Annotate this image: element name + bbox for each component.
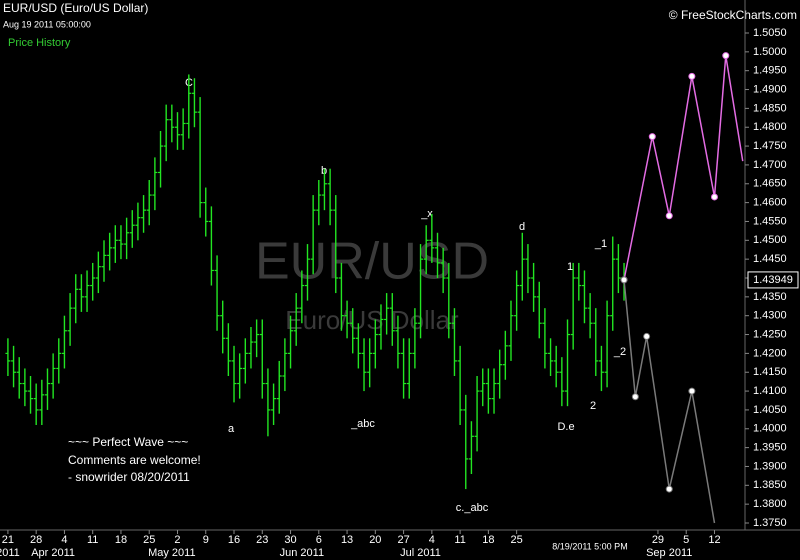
projection-point	[648, 133, 656, 141]
projection-point	[631, 393, 639, 401]
watermark: EUR/USD	[255, 233, 489, 291]
x-tick-label: 11	[454, 534, 465, 546]
y-tick-label: 1.4350	[753, 291, 787, 303]
month-label: Jul 2011	[400, 547, 441, 559]
y-tick-label: 1.3900	[753, 460, 787, 472]
projection-point	[688, 387, 696, 395]
y-tick-label: 1.4550	[753, 215, 787, 227]
projection-line	[623, 279, 716, 524]
y-tick-label: 1.3850	[753, 479, 787, 491]
y-tick-label: 1.4500	[753, 234, 787, 246]
projection-point	[643, 332, 651, 340]
month-label: Apr 2011	[31, 547, 75, 559]
annotation: _2	[613, 346, 626, 358]
x-tick-label: 2	[174, 534, 180, 546]
annotation: 2	[590, 400, 596, 412]
x-tick-label: 28	[30, 534, 42, 546]
x-tick-label: 25	[511, 534, 523, 546]
x-tick-label: 29	[652, 534, 664, 546]
month-label: Sep 2011	[646, 547, 692, 559]
last-price-box	[747, 271, 799, 289]
y-tick-label: 1.4650	[753, 178, 787, 190]
y-tick-label: 1.4700	[753, 159, 787, 171]
cursor-label: 8/19/2011 5:00 PM	[552, 541, 627, 551]
y-tick-label: 1.4800	[753, 121, 787, 133]
y-tick-label: 1.3800	[753, 498, 787, 510]
timestamp: Aug 19 2011 05:00:00	[3, 19, 91, 29]
x-tick-label: 5	[683, 534, 689, 546]
y-tick-label: 1.4000	[753, 423, 787, 435]
y-tick-label: 1.5000	[753, 46, 787, 58]
y-tick-label: 1.4050	[753, 404, 787, 416]
projection-point	[665, 485, 673, 493]
projection-point	[620, 276, 628, 284]
comment: Comments are welcome!	[68, 453, 201, 467]
y-tick-label: 1.4100	[753, 385, 787, 397]
y-tick-label: 1.4600	[753, 197, 787, 209]
month-label: May 2011	[148, 547, 196, 559]
projection-point	[665, 212, 673, 220]
annotation: D.e	[557, 421, 574, 433]
projection-point	[722, 52, 730, 60]
x-tick-label: 4	[61, 534, 67, 546]
x-tick-label: 9	[203, 534, 209, 546]
y-tick-label: 1.4450	[753, 253, 787, 265]
y-tick-label: 1.4850	[753, 102, 787, 114]
x-tick-label: 25	[143, 534, 155, 546]
projection-point	[710, 193, 718, 201]
month-label: 2011	[0, 547, 20, 559]
x-tick-label: 30	[284, 534, 296, 546]
x-tick-label: 18	[115, 534, 127, 546]
annotation: c._abc	[456, 502, 489, 514]
y-tick-label: 1.5050	[753, 27, 787, 39]
chart-title: EUR/USD (Euro/US Dollar)	[3, 1, 148, 15]
x-tick-label: 18	[482, 534, 494, 546]
annotation: a	[228, 423, 235, 435]
x-tick-label: 21	[2, 534, 14, 546]
x-tick-label: 23	[256, 534, 268, 546]
y-tick-label: 1.3750	[753, 517, 787, 529]
x-tick-label: 27	[397, 534, 409, 546]
annotation: _1	[594, 238, 607, 250]
x-tick-label: 11	[87, 534, 98, 546]
y-tick-label: 1.4250	[753, 328, 787, 340]
x-tick-label: 12	[708, 534, 720, 546]
y-tick-label: 1.4200	[753, 347, 787, 359]
x-tick-label: 13	[341, 534, 353, 546]
annotation: d	[519, 221, 525, 233]
last-price-label: 1.43949	[753, 274, 793, 286]
x-tick-label: 20	[369, 534, 381, 546]
annotation: 1	[567, 261, 573, 273]
plot-area	[5, 52, 744, 524]
y-tick-label: 1.3950	[753, 442, 787, 454]
y-tick-label: 1.4750	[753, 140, 787, 152]
y-tick-label: 1.4150	[753, 366, 787, 378]
y-tick-label: 1.4950	[753, 65, 787, 77]
watermark-sub: Euro/US Dollar	[285, 305, 459, 335]
y-tick-label: 1.4900	[753, 83, 787, 95]
comment: - snowrider 08/20/2011	[68, 470, 190, 484]
x-tick-label: 4	[429, 534, 435, 546]
copyright: © FreeStockCharts.com	[669, 8, 797, 22]
x-tick-label: 16	[228, 534, 240, 546]
panel-label: Price History	[8, 37, 71, 49]
comment: ~~~ Perfect Wave ~~~	[68, 435, 188, 449]
month-label: Jun 2011	[280, 547, 324, 559]
x-tick-label: 6	[316, 534, 322, 546]
annotation: _x	[420, 208, 433, 220]
y-tick-label: 1.4300	[753, 310, 787, 322]
annotation: _abc	[350, 418, 375, 430]
projection-point	[688, 72, 696, 80]
